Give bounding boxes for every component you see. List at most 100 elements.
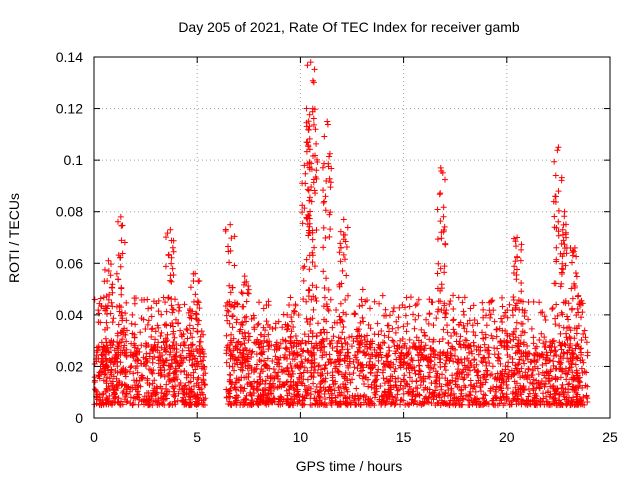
data-point <box>545 388 552 395</box>
data-point <box>578 297 585 304</box>
data-point <box>480 391 487 398</box>
data-point <box>91 296 98 303</box>
data-point <box>172 316 179 323</box>
data-point <box>414 385 421 392</box>
data-point <box>108 366 115 373</box>
data-point <box>527 379 534 386</box>
data-point <box>112 398 119 405</box>
data-point <box>441 176 448 183</box>
data-point <box>541 401 548 408</box>
data-point <box>541 383 548 390</box>
data-point <box>125 384 132 391</box>
data-point <box>514 253 521 260</box>
data-point <box>240 399 247 406</box>
data-point <box>422 384 429 391</box>
data-point <box>110 373 117 380</box>
data-point <box>137 329 144 336</box>
data-point <box>201 363 208 370</box>
data-point <box>572 270 579 277</box>
data-point <box>183 390 190 397</box>
data-point <box>139 374 146 381</box>
data-point <box>118 237 125 244</box>
data-point <box>375 357 382 364</box>
data-point <box>306 135 313 142</box>
data-point <box>527 359 534 366</box>
data-point <box>461 294 468 301</box>
data-point <box>131 300 138 307</box>
data-point <box>273 339 280 346</box>
data-point <box>518 353 525 360</box>
data-point <box>426 386 433 393</box>
data-point <box>390 338 397 345</box>
data-point <box>247 389 254 396</box>
data-point <box>225 308 232 315</box>
data-point <box>461 325 468 332</box>
data-point <box>134 369 141 376</box>
data-point <box>169 345 176 352</box>
data-point <box>186 391 193 398</box>
data-point <box>555 218 562 225</box>
data-point <box>109 319 116 326</box>
data-point <box>521 307 528 314</box>
data-point <box>584 352 591 359</box>
data-point <box>228 402 235 409</box>
data-point <box>518 241 525 248</box>
data-point <box>157 383 164 390</box>
data-point <box>116 379 123 386</box>
data-point <box>186 357 193 364</box>
data-point <box>346 399 353 406</box>
data-point <box>552 386 559 393</box>
data-point <box>226 387 233 394</box>
data-point <box>574 293 581 300</box>
data-point <box>456 321 463 328</box>
data-point <box>352 401 359 408</box>
data-point <box>381 380 388 387</box>
data-point <box>358 296 365 303</box>
data-point <box>462 384 469 391</box>
data-point <box>533 384 540 391</box>
data-point <box>130 354 137 361</box>
data-point <box>560 388 567 395</box>
data-point <box>369 400 376 407</box>
data-point <box>559 381 566 388</box>
data-point <box>119 250 126 257</box>
data-point <box>423 354 430 361</box>
data-point <box>518 396 525 403</box>
data-point <box>512 396 519 403</box>
data-point <box>487 311 494 318</box>
data-point <box>481 354 488 361</box>
data-point <box>460 308 467 315</box>
data-point <box>567 327 574 334</box>
data-point <box>119 327 126 334</box>
data-point <box>405 350 412 357</box>
data-point <box>290 323 297 330</box>
data-point <box>491 392 498 399</box>
data-point <box>260 398 267 405</box>
data-point <box>121 381 128 388</box>
data-point <box>345 364 352 371</box>
data-point <box>161 344 168 351</box>
data-point <box>582 334 589 341</box>
data-point <box>105 349 112 356</box>
data-point <box>450 390 457 397</box>
data-point <box>257 376 264 383</box>
data-point <box>444 349 451 356</box>
data-point <box>131 331 138 338</box>
data-point <box>471 357 478 364</box>
data-point <box>319 344 326 351</box>
data-point <box>245 337 252 344</box>
data-point <box>402 312 409 319</box>
data-point <box>226 320 233 327</box>
data-point <box>248 401 255 408</box>
data-point <box>437 363 444 370</box>
data-point <box>313 226 320 233</box>
data-point <box>570 248 577 255</box>
data-point <box>303 105 310 112</box>
data-point <box>512 258 519 265</box>
data-point <box>279 324 286 331</box>
data-point <box>530 298 537 305</box>
data-point <box>260 324 267 331</box>
data-point <box>303 315 310 322</box>
data-point <box>422 375 429 382</box>
data-point <box>226 259 233 266</box>
